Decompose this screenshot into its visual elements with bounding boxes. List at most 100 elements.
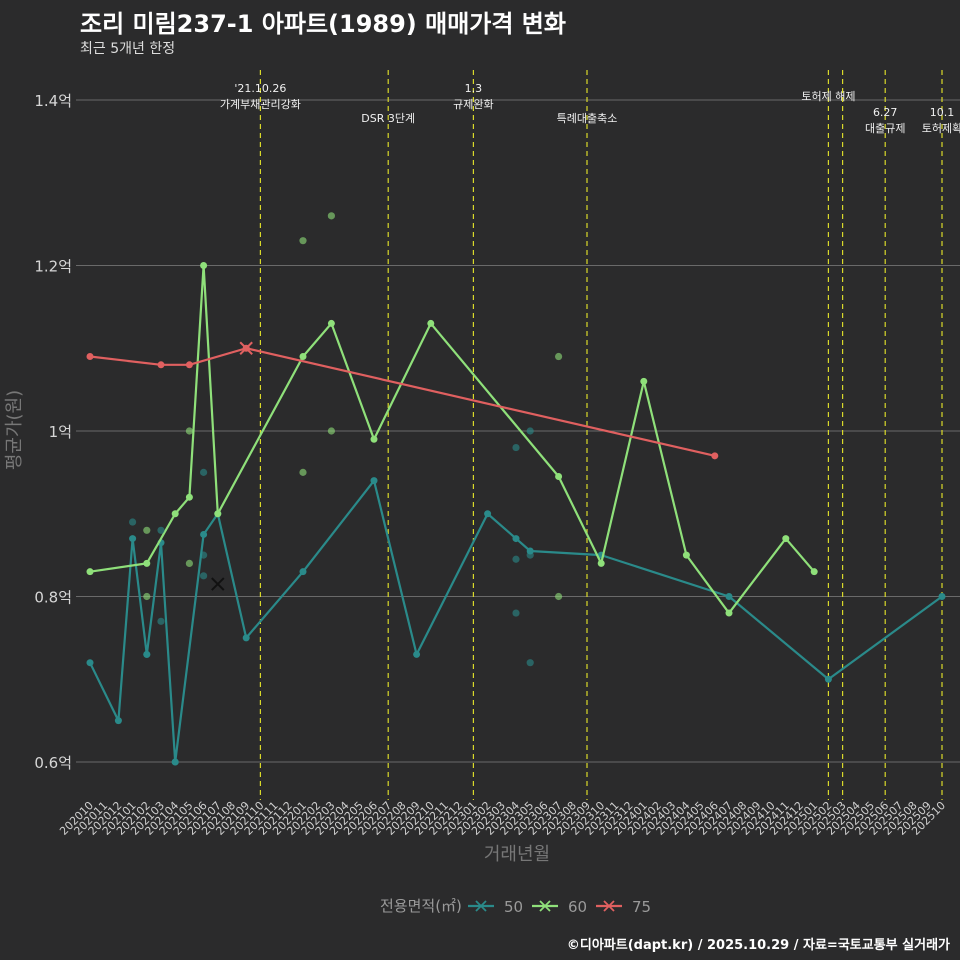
event-label: '21.10.26 [234, 82, 286, 95]
event-label: 토허제확 [922, 122, 960, 135]
scatter-point-50 [171, 758, 179, 766]
scatter-point-50 [200, 551, 208, 559]
line-point-75 [185, 361, 193, 369]
series-line-60 [89, 264, 816, 615]
y-tick-label: 0.6억 [34, 754, 72, 772]
scatter-point-60 [555, 352, 563, 361]
line-point-60 [782, 535, 790, 543]
event-label: DSR 3단계 [361, 112, 415, 125]
legend-label: 50 [504, 898, 523, 916]
event-label: 대출규제 [865, 122, 905, 135]
chart-subtitle: 최근 5개년 한정 [80, 41, 176, 57]
line-point-60 [810, 568, 818, 576]
scatter-point-50 [157, 617, 165, 625]
y-tick-label: 1.4억 [34, 92, 72, 110]
event-label: 1.3 [465, 82, 483, 95]
legend-item-60: 60 [532, 898, 587, 916]
line-point-75 [86, 353, 94, 361]
source-caption: ©디아파트(dapt.kr) / 2025.10.29 / 자료=국토교통부 실… [566, 938, 950, 953]
x-marker [211, 577, 225, 591]
scatter-point-60 [327, 427, 335, 435]
event-label: 토허제 해제 [801, 89, 855, 103]
event-label: 10.1 [930, 106, 955, 119]
scatter-point-60 [143, 526, 151, 534]
scatter-point-60 [299, 468, 307, 476]
line-point-75 [157, 361, 165, 369]
y-axis-ticks: 0.6억 0.8억 1억 1.2억 1.4억 [34, 92, 72, 772]
line-point-50 [129, 535, 137, 543]
scatter-point-50 [200, 572, 208, 580]
line-point-60 [200, 262, 208, 269]
grid-lines [76, 99, 960, 763]
line-point-60 [725, 609, 733, 617]
line-point-50 [824, 675, 832, 683]
scatter-point-50 [200, 468, 208, 476]
series-line-50 [89, 479, 943, 764]
y-tick-label: 0.8억 [34, 589, 72, 607]
line-point-60 [185, 493, 193, 501]
scatter-point-60 [143, 592, 151, 601]
legend-label: 75 [632, 898, 651, 916]
line-point-60 [86, 568, 94, 576]
line-point-50 [242, 634, 250, 642]
x-marker-75 [239, 341, 253, 355]
line-point-60 [640, 377, 648, 385]
legend-x-icon [475, 900, 487, 912]
scatter-point-60 [327, 212, 335, 220]
line-point-60 [143, 559, 151, 567]
line-point-60 [171, 510, 179, 518]
event-label: 규제완화 [453, 98, 493, 111]
line-point-50 [86, 659, 94, 667]
line-point-60 [427, 319, 435, 327]
line-point-60 [214, 510, 222, 518]
line-point-60 [370, 435, 378, 443]
line-point-50 [938, 593, 946, 600]
line-point-60 [299, 353, 307, 361]
plot-area [86, 212, 946, 766]
line-point-75 [711, 452, 719, 460]
event-label: 6.27 [873, 106, 898, 119]
line-point-50 [413, 650, 421, 658]
line-point-60 [682, 551, 690, 559]
x-axis-ticks: 2020102020112020122021012021022021032021… [57, 799, 948, 838]
line-point-60 [327, 319, 335, 327]
y-tick-label: 1.2억 [34, 258, 72, 276]
y-tick-label: 1억 [49, 423, 72, 441]
event-label: 특례대출축소 [557, 112, 618, 125]
legend-label: 60 [568, 898, 587, 916]
series-line-75 [89, 347, 716, 457]
scatter-point-50 [143, 650, 151, 659]
legend-item-75: 75 [596, 898, 651, 916]
legend-title: 전용면적(㎡) [380, 897, 462, 915]
event-label: 가계부채관리강화 [220, 98, 301, 111]
legend-item-50: 50 [468, 898, 523, 916]
scatter-point-50 [526, 551, 534, 559]
legend-x-icon [603, 900, 615, 912]
scatter-point-60 [185, 427, 193, 435]
line-point-60 [597, 559, 605, 567]
line-point-50 [512, 535, 520, 543]
scatter-point-50 [512, 555, 520, 563]
chart-title: 조리 미림237-1 아파트(1989) 매매가격 변화 [80, 10, 566, 38]
scatter-point-60 [555, 592, 563, 601]
line-point-50 [484, 510, 492, 518]
scatter-point-50 [526, 659, 534, 667]
scatter-point-60 [299, 237, 307, 245]
scatter-point-50 [512, 609, 520, 617]
line-point-60 [555, 473, 563, 481]
scatter-point-60 [185, 559, 193, 568]
scatter-point-50 [157, 526, 165, 534]
legend: 전용면적(㎡) 50 60 75 [380, 897, 651, 916]
line-point-50 [299, 568, 307, 576]
line-point-50 [370, 477, 378, 485]
x-axis-title: 거래년월 [484, 844, 550, 865]
line-point-50 [725, 593, 733, 600]
scatter-point-50 [512, 443, 520, 452]
y-axis-title: 평균가(원) [4, 390, 25, 470]
scatter-point-50 [526, 427, 534, 435]
line-point-50 [200, 530, 208, 538]
line-point-50 [114, 717, 122, 725]
legend-x-icon [539, 900, 551, 912]
